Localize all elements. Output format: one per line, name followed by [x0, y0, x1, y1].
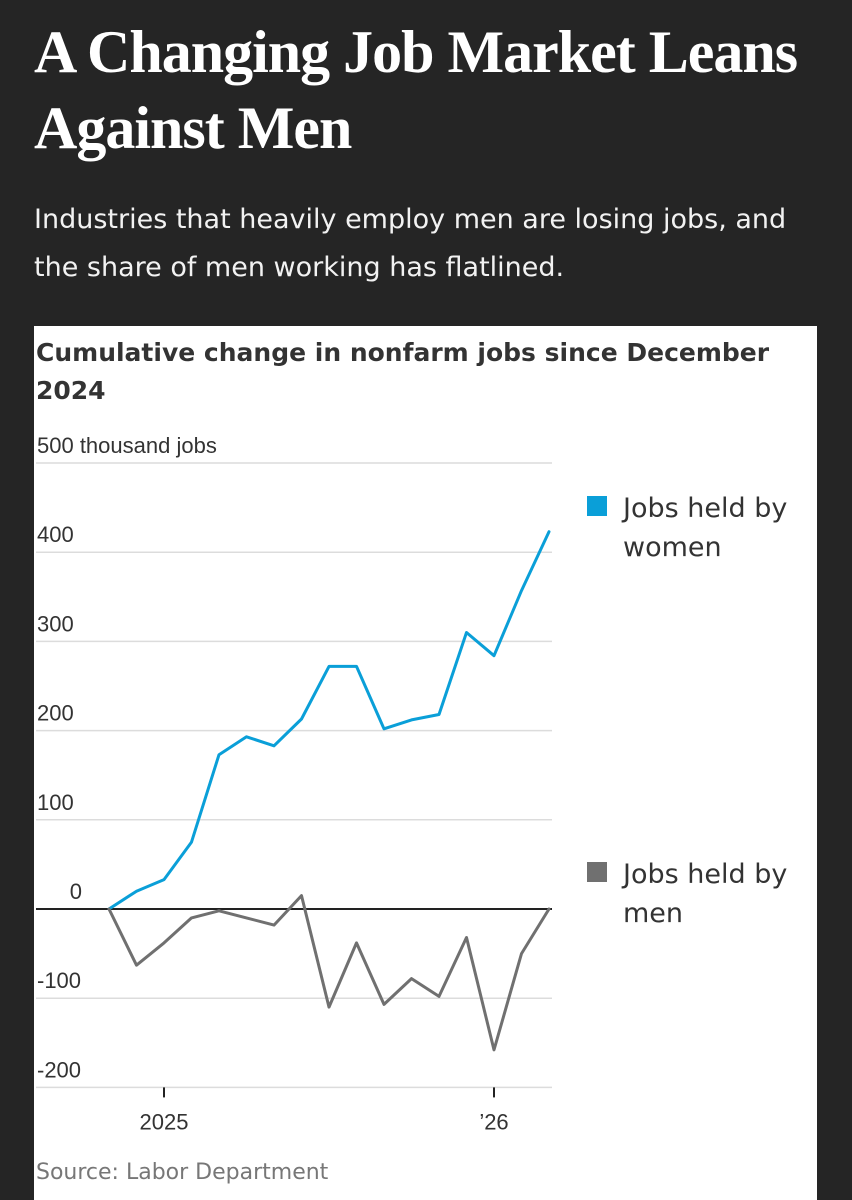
headline: A Changing Job Market Leans Against Men [34, 19, 798, 161]
source-note: Source: Labor Department [36, 1160, 329, 1185]
x-tick-label: 2025 [140, 1109, 189, 1134]
y-tick-label: 300 [37, 611, 74, 636]
y-tick-label: 200 [37, 701, 74, 726]
legend-swatch [587, 496, 607, 516]
legend-label: Jobs held by women [621, 493, 787, 563]
chart-plot: 500 thousand jobs 400 300 200 100 0 -100 -200 20… [36, 433, 787, 1134]
dek: Industries that heavily employ men are l… [34, 204, 787, 283]
legend-label: Jobs held by men [621, 859, 787, 929]
chart-title: Cumulative change in nonfarm jobs since … [36, 338, 770, 405]
chart-panel: Cumulative change in nonfarm jobs since … [34, 326, 817, 1200]
series-line-women [107, 530, 551, 911]
y-tick-label: 100 [37, 790, 74, 815]
y-tick-label: 400 [37, 522, 74, 547]
y-tick-label: -100 [37, 968, 81, 993]
x-tick-label: ’26 [479, 1109, 508, 1134]
y-tick-label: 500 thousand jobs [37, 433, 217, 458]
y-tick-label: 0 [70, 879, 82, 904]
legend-swatch [587, 862, 607, 882]
series-line-men [107, 894, 551, 1052]
y-tick-label: -200 [37, 1057, 81, 1082]
